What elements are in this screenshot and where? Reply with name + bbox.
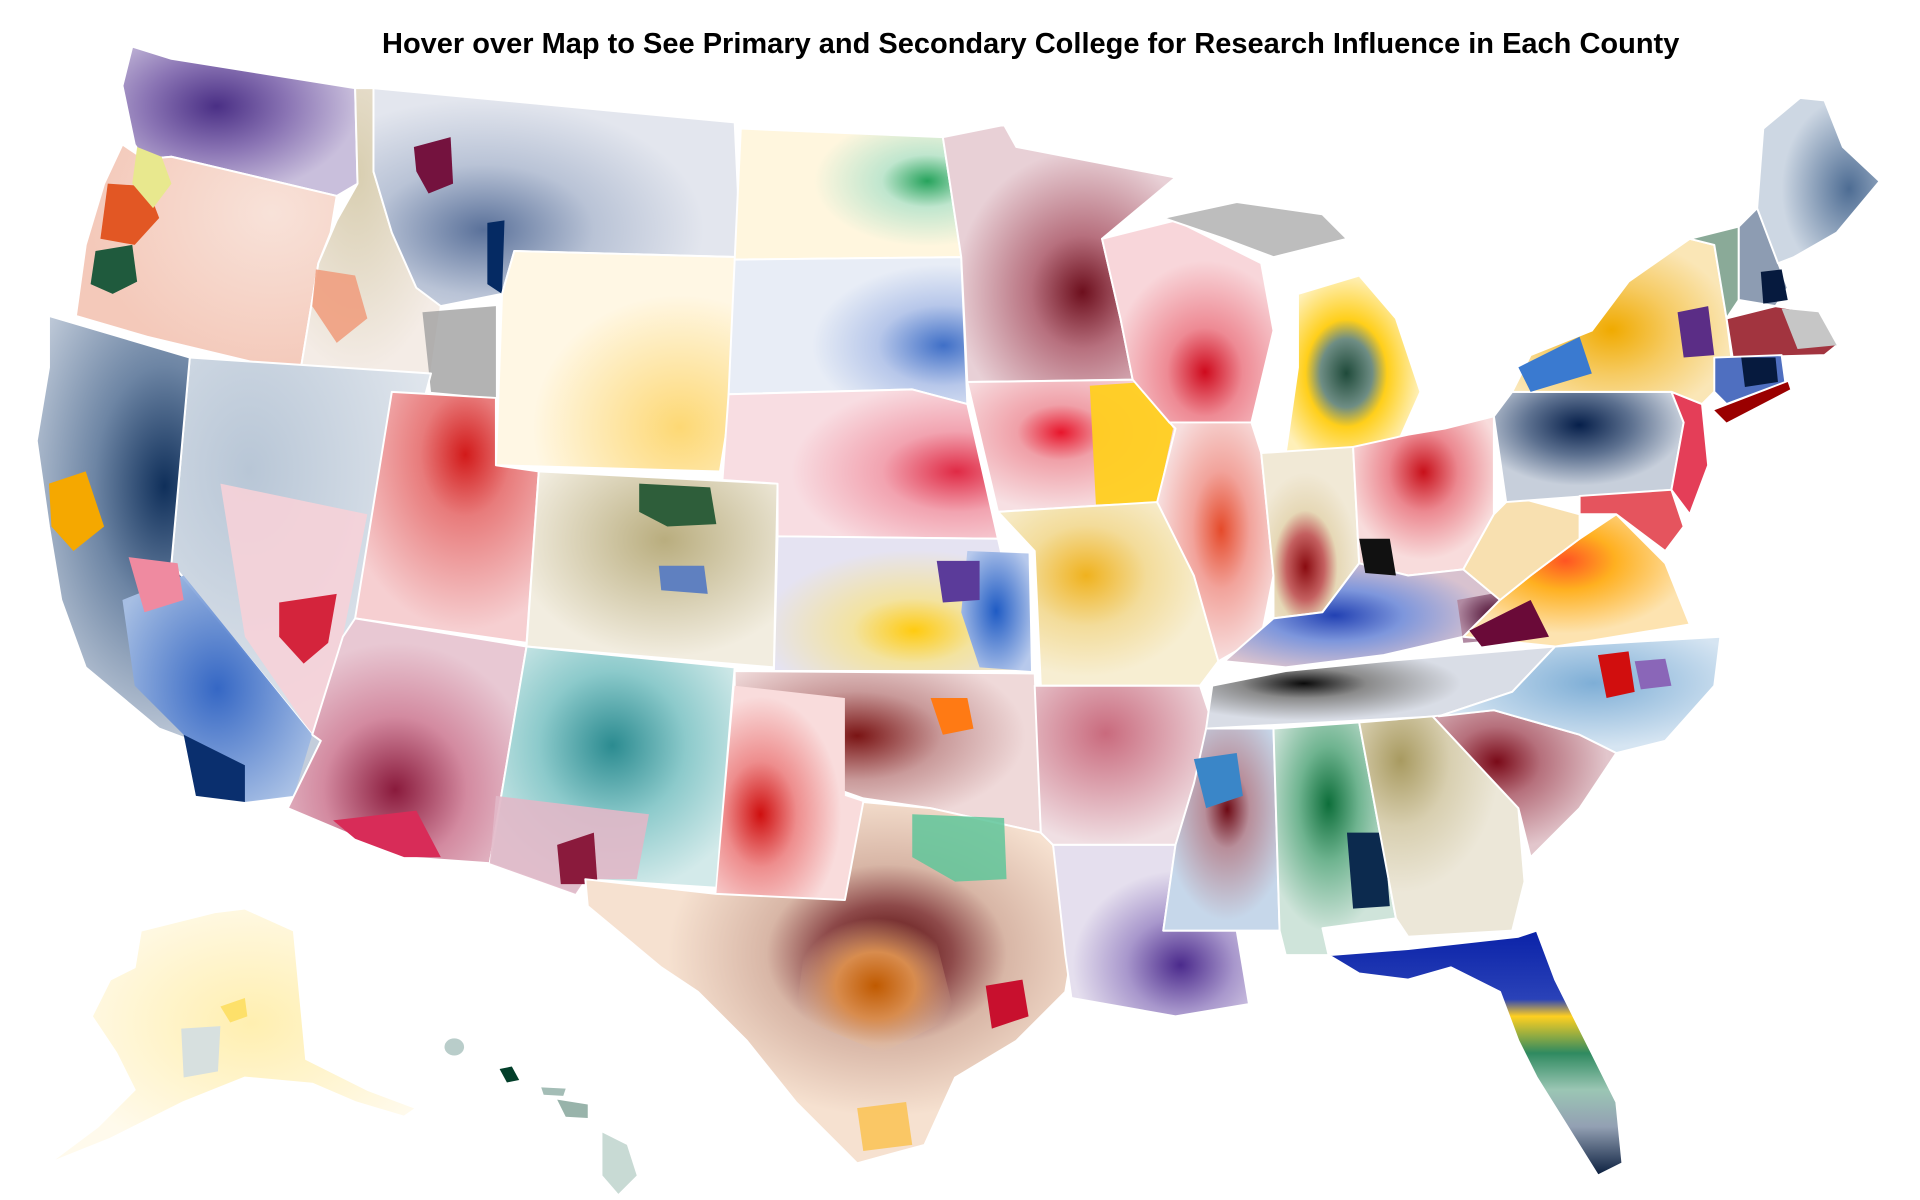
montana-hotspot-2 [487, 220, 505, 294]
state-west-virginia[interactable] [1462, 494, 1581, 601]
hawaii-big-island[interactable] [602, 1132, 637, 1194]
state-south-dakota[interactable] [727, 256, 969, 406]
kansas-purple [936, 560, 980, 603]
hawaii-maui[interactable] [557, 1099, 588, 1118]
texas-south-yellow [857, 1102, 913, 1152]
state-maine[interactable] [1756, 96, 1881, 265]
hawaii-molokai[interactable] [541, 1087, 566, 1096]
montana-hotspot [413, 137, 454, 194]
oklahoma-orange [930, 697, 974, 735]
california-la [183, 734, 245, 803]
hawaii-oahu[interactable] [499, 1066, 520, 1083]
hawaii-inset[interactable] [444, 1038, 637, 1194]
nevada-hotspot [279, 593, 337, 664]
state-pennsylvania[interactable] [1492, 390, 1685, 504]
mississippi-blue [1193, 753, 1243, 809]
colorado-blue [658, 565, 708, 594]
map-title: Hover over Map to See Primary and Second… [382, 28, 1680, 60]
nc-red [1597, 651, 1635, 698]
state-vermont[interactable] [1688, 225, 1740, 320]
long-island[interactable] [1714, 382, 1791, 423]
ny-west-blue [1518, 336, 1592, 392]
ct-navy [1741, 357, 1778, 387]
state-alaska[interactable] [48, 907, 418, 1165]
state-florida[interactable] [1327, 929, 1624, 1177]
oregon-hotspot-3 [132, 146, 172, 209]
nc-purple [1634, 658, 1672, 690]
california-south [122, 575, 313, 803]
wyoming-gray [422, 306, 496, 398]
alaska-hotspot [220, 997, 248, 1023]
state-michigan[interactable] [1284, 274, 1422, 455]
virginia-sw [1469, 600, 1549, 647]
california-bay [48, 471, 105, 552]
alaska-inset[interactable] [48, 907, 418, 1165]
texas-dfw-green [912, 814, 1007, 882]
iowa-east-yellow [1089, 382, 1174, 505]
california-pink [128, 557, 184, 613]
kentucky-black [1359, 538, 1396, 576]
oregon-hotspot [100, 183, 160, 245]
ny-purple [1677, 306, 1715, 358]
new-mexico-hotspot [557, 832, 598, 885]
arizona-south [333, 810, 441, 858]
texas-houston [985, 979, 1029, 1029]
hawaii-kauai[interactable] [444, 1038, 465, 1056]
ma-east-gray [1781, 308, 1837, 349]
alabama-navy [1346, 832, 1390, 909]
state-wyoming[interactable] [494, 250, 742, 473]
oklahoma-panhandle [716, 685, 864, 900]
state-michigan-up[interactable] [1162, 201, 1348, 259]
state-north-dakota[interactable] [733, 127, 963, 261]
texas-central [795, 918, 956, 1054]
nh-navy [1760, 269, 1788, 304]
alaska-anchorage [181, 1026, 221, 1078]
idaho-hotspot [312, 269, 368, 343]
contiguous-us[interactable] [35, 45, 1881, 1177]
colorado-hotspot [639, 483, 717, 527]
oregon-hotspot-2 [90, 244, 138, 294]
